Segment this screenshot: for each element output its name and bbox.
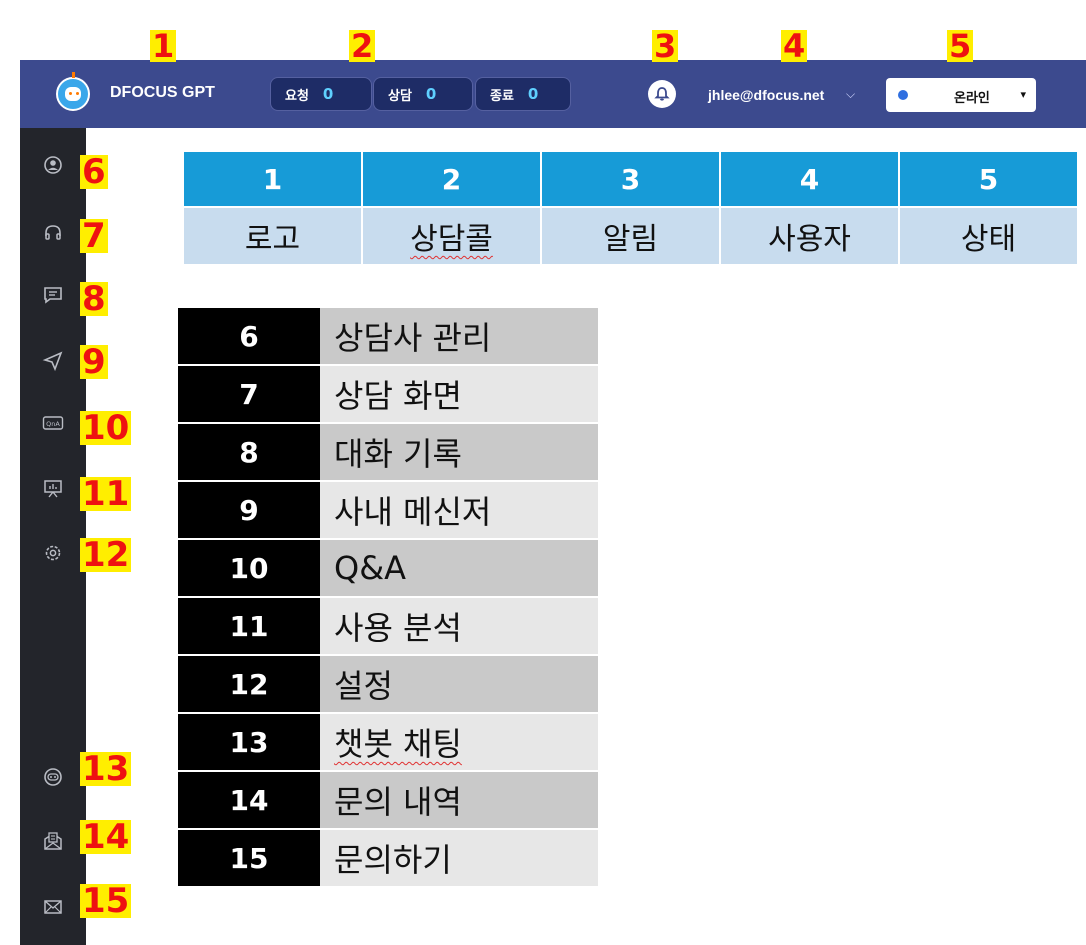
chatbot-icon[interactable]	[42, 766, 64, 788]
logo-eye	[76, 92, 79, 95]
legend-number: 15	[178, 829, 320, 888]
legend-label: 알림	[540, 206, 721, 266]
table-row: 7 상담 화면	[178, 365, 598, 424]
send-icon[interactable]	[42, 350, 64, 372]
legend-number: 14	[178, 771, 320, 830]
logo-face	[65, 87, 81, 101]
legend-label: 상태	[898, 206, 1079, 266]
legend-label: Q&A	[320, 539, 598, 598]
logo-eye	[69, 92, 72, 95]
legend-label: 대화 기록	[320, 423, 598, 482]
request-counter-button[interactable]: 요청 0	[270, 77, 372, 111]
legend-number: 4	[719, 150, 900, 208]
qna-icon[interactable]: QnA	[42, 412, 64, 434]
headset-icon[interactable]	[42, 222, 64, 244]
legend-label: 로고	[182, 206, 363, 266]
legend-label: 문의 내역	[320, 771, 598, 830]
callout-15: 15	[80, 881, 132, 921]
legend-label-row: 로고 상담콜 알림 사용자 상태	[182, 206, 1079, 266]
legend-number: 8	[178, 423, 320, 482]
legend-label-text: 챗봇 채팅	[334, 725, 462, 763]
counter-value: 0	[527, 85, 539, 103]
header-legend-table: 1 2 3 4 5 로고 상담콜 알림 사용자 상태	[182, 150, 1079, 266]
legend-label: 사내 메신저	[320, 481, 598, 540]
legend-label: 상담사 관리	[320, 308, 598, 366]
svg-text:QnA: QnA	[46, 420, 60, 428]
table-row: 14 문의 내역	[178, 771, 598, 830]
document-envelope-icon[interactable]	[42, 830, 64, 852]
legend-number: 6	[178, 308, 320, 366]
legend-label: 챗봇 채팅	[320, 713, 598, 772]
sidebar: QnA	[20, 128, 86, 945]
logo-antenna	[72, 72, 75, 78]
legend-number: 9	[178, 481, 320, 540]
user-email[interactable]: jhlee@dfocus.net	[708, 87, 825, 103]
callout-12: 12	[80, 535, 132, 575]
counter-value: 0	[425, 85, 437, 103]
consult-counter-button[interactable]: 상담 0	[373, 77, 473, 111]
table-row: 13 챗봇 채팅	[178, 713, 598, 772]
table-row: 15 문의하기	[178, 829, 598, 888]
legend-number: 7	[178, 365, 320, 424]
legend-number: 1	[182, 150, 363, 208]
gear-icon[interactable]	[42, 542, 64, 564]
legend-number: 3	[540, 150, 721, 208]
legend-number: 10	[178, 539, 320, 598]
callout-13: 13	[80, 749, 132, 789]
legend-number-row: 1 2 3 4 5	[182, 150, 1079, 208]
callout-10: 10	[80, 408, 132, 448]
legend-number: 5	[898, 150, 1079, 208]
table-row: 6 상담사 관리	[178, 308, 598, 366]
table-row: 8 대화 기록	[178, 423, 598, 482]
counter-label: 종료	[490, 88, 514, 104]
callout-3: 3	[652, 27, 679, 65]
callout-5: 5	[947, 27, 974, 65]
callout-9: 9	[80, 342, 108, 382]
table-row: 10 Q&A	[178, 539, 598, 598]
legend-label: 사용 분석	[320, 597, 598, 656]
sidebar-legend-table: 6 상담사 관리 7 상담 화면 8 대화 기록 9 사내 메신저 10 Q&A 11 사용…	[178, 308, 598, 888]
end-counter-button[interactable]: 종료 0	[475, 77, 571, 111]
counter-label: 상담	[388, 88, 412, 104]
app-header: DFOCUS GPT 요청 0 상담 0 종료 0 jhlee@dfocus.n…	[20, 60, 1086, 128]
table-row: 9 사내 메신저	[178, 481, 598, 540]
chat-icon[interactable]	[42, 284, 64, 306]
mail-icon[interactable]	[42, 896, 64, 918]
legend-label-text: 상담콜	[410, 222, 493, 257]
status-dot-icon	[898, 90, 908, 100]
legend-number: 11	[178, 597, 320, 656]
chevron-down-icon[interactable]: ⌵	[846, 87, 856, 101]
callout-2: 2	[349, 27, 376, 65]
caret-down-icon: ▾	[1020, 88, 1026, 101]
counter-value: 0	[322, 85, 334, 103]
callout-6: 6	[80, 152, 108, 192]
callout-14: 14	[80, 817, 132, 857]
counter-label: 요청	[285, 88, 309, 104]
legend-label: 사용자	[719, 206, 900, 266]
legend-label: 상담 화면	[320, 365, 598, 424]
legend-label: 문의하기	[320, 829, 598, 888]
callout-8: 8	[80, 279, 108, 319]
status-select[interactable]: 온라인 ▾	[886, 78, 1036, 112]
legend-number: 13	[178, 713, 320, 772]
bell-icon[interactable]	[648, 80, 676, 108]
legend-number: 2	[361, 150, 542, 208]
legend-number: 12	[178, 655, 320, 714]
presentation-chart-icon[interactable]	[42, 478, 64, 500]
legend-label: 상담콜	[361, 206, 542, 266]
legend-label: 설정	[320, 655, 598, 714]
callout-7: 7	[80, 216, 108, 256]
table-row: 12 설정	[178, 655, 598, 714]
callout-11: 11	[80, 474, 132, 514]
robot-logo-icon[interactable]	[56, 72, 90, 111]
callout-4: 4	[781, 27, 808, 65]
table-row: 11 사용 분석	[178, 597, 598, 656]
status-label: 온라인	[954, 91, 990, 106]
callout-1: 1	[150, 27, 177, 65]
bell-glyph	[654, 87, 670, 101]
logo-text[interactable]: DFOCUS GPT	[110, 84, 215, 101]
user-circle-icon[interactable]	[42, 154, 64, 176]
